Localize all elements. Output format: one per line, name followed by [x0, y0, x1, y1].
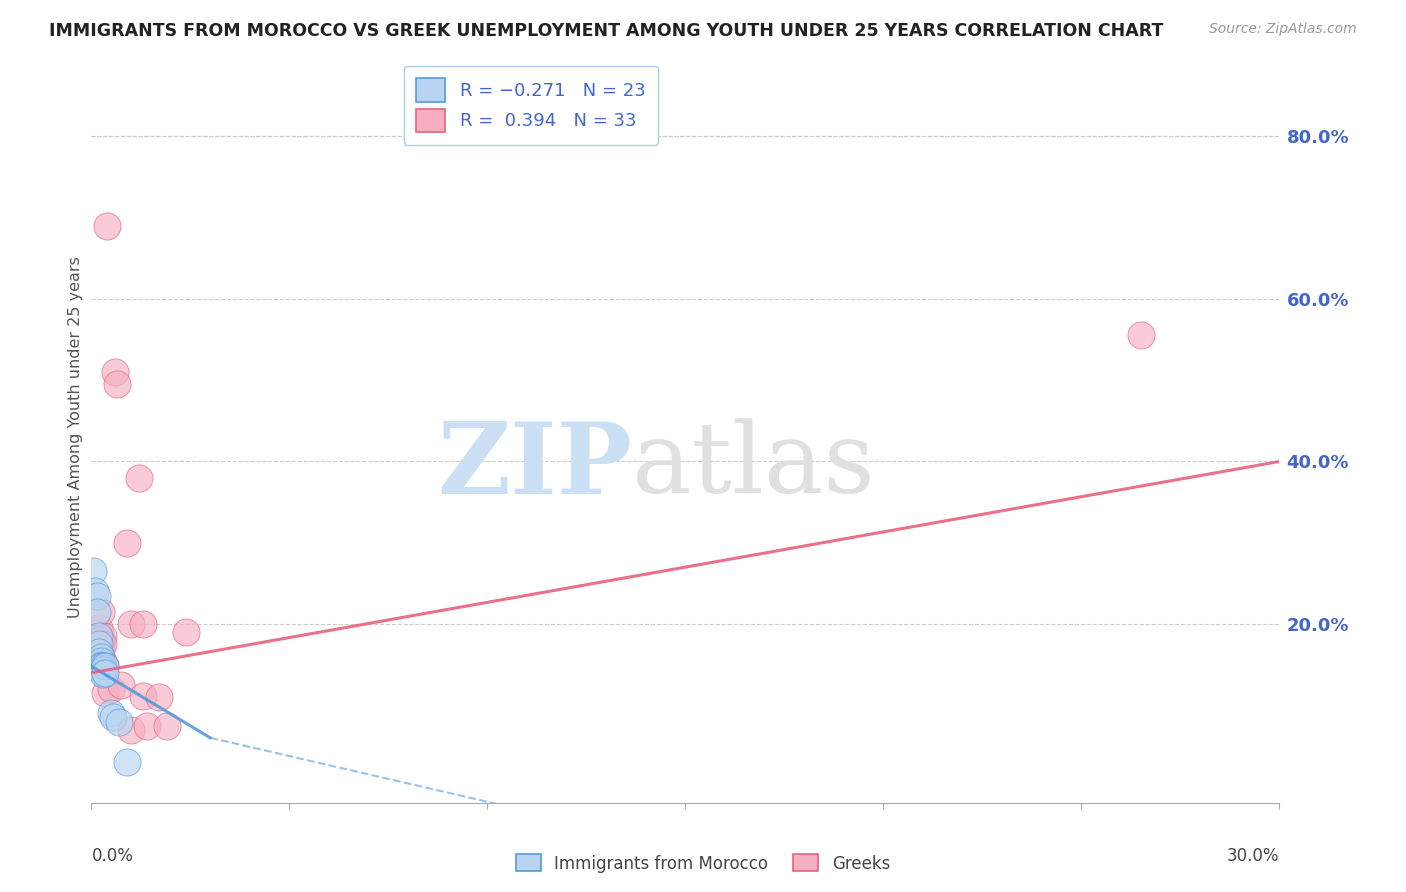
Point: [82, 654, 104, 668]
Text: 0.0%: 0.0%: [91, 847, 134, 865]
Legend: Immigrants from Morocco, Greeks: Immigrants from Morocco, Greeks: [509, 847, 897, 880]
Text: atlas: atlas: [631, 418, 875, 514]
Point: [90, 659, 112, 673]
Point: [90, 654, 112, 668]
Point: [91, 654, 114, 668]
Point: [86, 659, 108, 673]
Point: [89, 621, 111, 635]
Point: [86, 605, 108, 619]
Point: [128, 471, 150, 485]
Point: [82, 564, 104, 578]
Point: [132, 617, 155, 632]
Point: [90, 649, 112, 664]
Point: [90, 640, 112, 654]
Point: [90, 633, 112, 648]
Point: [89, 649, 111, 664]
Point: [94, 686, 117, 700]
Point: [86, 656, 108, 670]
Point: [90, 649, 112, 664]
Point: [89, 645, 111, 659]
Point: [86, 589, 108, 603]
Legend: R = −0.271   N = 23, R =  0.394   N = 33: R = −0.271 N = 23, R = 0.394 N = 33: [404, 66, 658, 145]
Point: [89, 637, 111, 651]
Point: [115, 535, 138, 549]
Point: [89, 656, 111, 670]
Point: [1129, 328, 1152, 343]
Text: IMMIGRANTS FROM MOROCCO VS GREEK UNEMPLOYMENT AMONG YOUTH UNDER 25 YEARS CORRELA: IMMIGRANTS FROM MOROCCO VS GREEK UNEMPLO…: [49, 22, 1164, 40]
Point: [176, 625, 198, 640]
Point: [120, 723, 142, 737]
Point: [90, 605, 112, 619]
Point: [91, 667, 114, 681]
Text: 30.0%: 30.0%: [1227, 847, 1279, 865]
Text: Source: ZipAtlas.com: Source: ZipAtlas.com: [1209, 22, 1357, 37]
Point: [91, 665, 114, 680]
Point: [105, 377, 128, 392]
Point: [115, 755, 138, 769]
Point: [89, 629, 111, 643]
Point: [156, 718, 179, 732]
Point: [84, 584, 107, 599]
Y-axis label: Unemployment Among Youth under 25 years: Unemployment Among Youth under 25 years: [67, 256, 83, 618]
Point: [91, 629, 114, 643]
Point: [135, 718, 157, 732]
Point: [94, 659, 117, 673]
Point: [120, 617, 142, 632]
Point: [148, 690, 170, 705]
Point: [100, 706, 122, 721]
Point: [91, 662, 114, 676]
Point: [110, 678, 132, 692]
Point: [90, 662, 112, 676]
Point: [91, 663, 114, 677]
Point: [89, 643, 111, 657]
Point: [96, 219, 118, 233]
Point: [108, 714, 131, 729]
Point: [91, 659, 114, 673]
Point: [90, 657, 112, 672]
Point: [104, 365, 127, 379]
Point: [100, 681, 122, 696]
Point: [91, 637, 114, 651]
Point: [94, 659, 117, 673]
Text: ZIP: ZIP: [437, 417, 631, 515]
Point: [101, 710, 124, 724]
Point: [84, 654, 107, 668]
Point: [94, 665, 117, 680]
Point: [132, 689, 155, 703]
